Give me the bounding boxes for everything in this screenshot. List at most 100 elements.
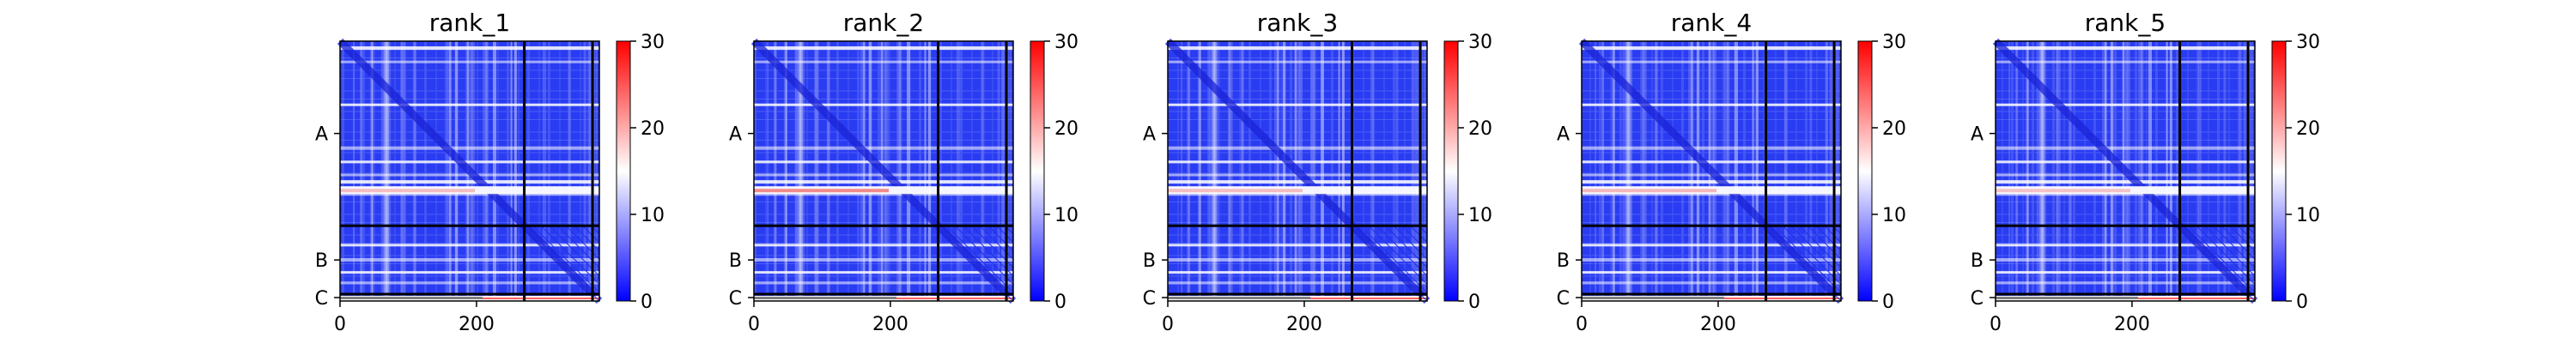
heatmap-column-streak <box>483 41 487 301</box>
heatmap-column-streak <box>927 41 931 301</box>
heatmap-column-streak <box>485 41 489 301</box>
heatmap-block-diag <box>524 225 600 302</box>
heatmap-column-streak <box>412 41 416 301</box>
heatmap-column-streak <box>2148 41 2153 301</box>
heatmap-row-streak <box>1168 103 1427 106</box>
chain-label: B <box>315 250 328 272</box>
heatmap-block-diag <box>2238 225 2256 244</box>
heatmap-column-streak <box>1613 41 1615 301</box>
heatmap-column-streak <box>1188 41 1191 301</box>
colorbar-tick-label: 20 <box>1882 118 1906 140</box>
heatmap-column-streak <box>485 41 488 301</box>
heatmap-column-streak <box>814 41 818 301</box>
heatmap-column-streak <box>1181 41 1183 301</box>
heatmap-row-streak <box>754 60 1013 63</box>
plot-frame <box>1995 40 2256 302</box>
heatmap-column-streak <box>827 41 830 301</box>
heatmap-row-streak <box>1168 244 1427 247</box>
heatmap-column-streak <box>896 41 901 301</box>
colorbar-tick-label: 10 <box>1054 205 1078 226</box>
heatmap-column-streak <box>2015 41 2019 301</box>
x-tick-label: 200 <box>1700 314 1736 335</box>
heatmap-row-streak <box>1168 180 1427 184</box>
heatmap-column-streak <box>1341 41 1345 301</box>
heatmap-column-streak <box>1622 41 1626 301</box>
chain-label: C <box>1143 288 1156 310</box>
x-tick-label: 0 <box>334 314 346 335</box>
heatmap-chain-c-dark <box>340 297 483 299</box>
heatmap-column-streak <box>2026 41 2029 301</box>
chain-label: C <box>1557 288 1570 310</box>
heatmap-row-streak <box>1996 281 2255 285</box>
heatmap-row-streak <box>1996 46 2255 51</box>
colorbar-tick-label: 20 <box>1468 118 1492 140</box>
colorbar-tick-label: 10 <box>641 205 665 226</box>
heatmap-row-streak <box>754 146 1013 150</box>
chain-label: C <box>729 288 742 310</box>
plot-frame <box>1167 40 1428 302</box>
heatmap-row-streak <box>340 46 599 51</box>
heatmap-column-streak <box>389 41 392 301</box>
heatmap-column-streak <box>2068 41 2071 301</box>
panel-title: rank_5 <box>2085 9 2166 37</box>
heatmap-column-streak <box>1338 41 1340 301</box>
colorbar-tick-label: 0 <box>1468 292 1480 313</box>
heatmap-block-diag <box>1401 225 1428 251</box>
heatmap-block-diag <box>540 225 600 285</box>
heatmap-column-streak <box>1690 41 1693 301</box>
heatmap-row-streak <box>754 193 1013 196</box>
heatmap-column-streak <box>1642 41 1644 301</box>
heatmap-column-streak <box>2111 41 2114 301</box>
heatmap-column-streak <box>371 41 374 301</box>
heatmap-column-streak <box>1411 41 1414 301</box>
chain-label: A <box>1971 124 1984 146</box>
heatmap-column-streak <box>2169 41 2172 301</box>
heatmap-row-streak <box>340 244 599 247</box>
heatmap-column-streak <box>2036 41 2040 301</box>
heatmap-row-streak <box>754 244 1013 247</box>
colorbar <box>616 40 631 302</box>
heatmap-high-row-core <box>1168 189 1303 193</box>
heatmap-row-streak <box>340 180 599 184</box>
heatmap-chain-c-high <box>896 298 1013 299</box>
heatmap-row-streak <box>1582 193 1841 196</box>
heatmap-column-streak <box>493 41 497 301</box>
heatmap-column-streak <box>774 41 776 301</box>
heatmap-column-streak <box>542 41 546 301</box>
heatmap-block-diag <box>1782 225 1842 285</box>
heatmap-column-streak <box>448 41 452 301</box>
heatmap-column-streak <box>1783 41 1788 301</box>
colorbar-tick-label: 20 <box>2296 118 2320 140</box>
heatmap-column-streak <box>1276 41 1279 301</box>
colorbar-tick-label: 30 <box>1054 32 1078 53</box>
heatmap-row-streak <box>340 146 599 150</box>
heatmap-row-streak <box>340 103 599 106</box>
heatmap-chain-c-dark <box>754 297 897 299</box>
heatmap-high-row-core <box>754 189 890 193</box>
heatmap-row-streak <box>340 271 599 274</box>
heatmap-column-streak <box>2039 41 2044 301</box>
heatmap-row-streak <box>754 46 1013 51</box>
heatmap-column-streak <box>1217 41 1219 301</box>
heatmap-column-streak <box>785 41 787 301</box>
heatmap-chain-c-dark <box>1996 297 2139 299</box>
heatmap-block-diag <box>1376 225 1428 277</box>
heatmap-row-streak <box>1168 46 1427 51</box>
heatmap-row-streak <box>1582 160 1841 164</box>
heatmap-column-streak <box>1755 41 1758 301</box>
heatmap-column-streak <box>1001 41 1005 301</box>
heatmap-column-streak <box>2141 41 2143 301</box>
chain-label: C <box>315 288 328 310</box>
heatmap-column-streak <box>862 41 866 301</box>
colorbar-tick-label: 10 <box>2296 205 2320 226</box>
heatmap-column-streak <box>956 41 960 301</box>
heatmap-row-streak <box>1582 271 1841 274</box>
heatmap-column-streak <box>2069 41 2072 301</box>
heatmap-row-streak <box>1582 46 1841 51</box>
colorbar-tick-label: 10 <box>1468 205 1492 226</box>
heatmap-column-streak <box>1829 41 1833 301</box>
heatmap-block-diag <box>2196 225 2256 285</box>
chain-label: A <box>315 124 328 146</box>
heatmap-block-diag <box>1368 225 1428 285</box>
heatmap-column-streak <box>455 41 459 301</box>
